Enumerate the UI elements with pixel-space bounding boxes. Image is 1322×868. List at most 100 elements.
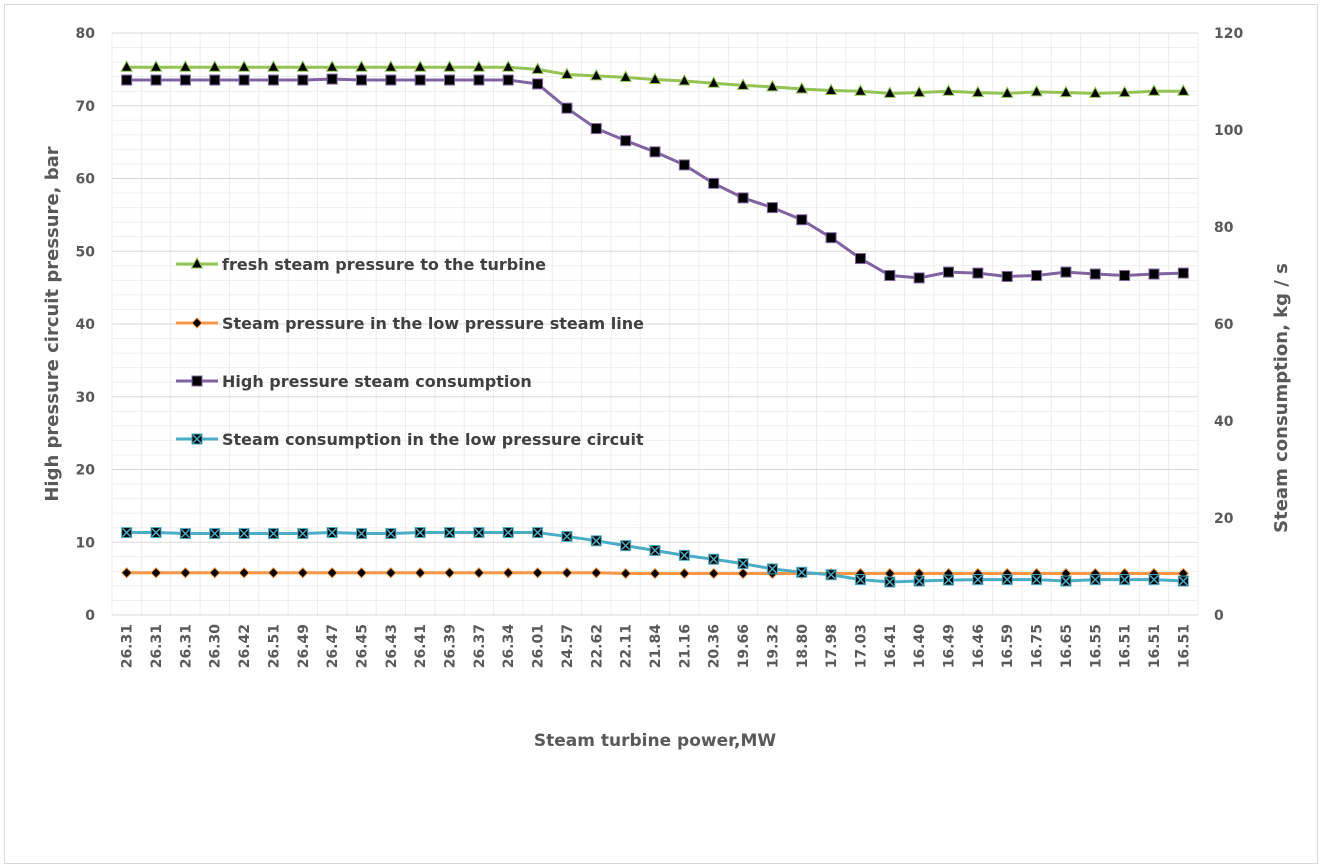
data-point xyxy=(1001,574,1013,586)
square-x-marker-cross xyxy=(885,577,895,587)
square-x-marker-cross xyxy=(327,528,337,538)
square-marker-shape xyxy=(179,74,191,86)
data-point xyxy=(238,567,250,579)
data-point xyxy=(150,567,162,579)
data-point xyxy=(473,527,485,539)
data-point xyxy=(179,567,192,579)
square-marker-shape xyxy=(620,135,632,147)
square-x-marker-cross xyxy=(1061,576,1071,586)
triangle-marker-shape xyxy=(531,62,544,74)
square-marker-shape xyxy=(678,159,690,171)
data-point xyxy=(825,232,837,244)
triangle-marker-shape xyxy=(237,60,251,72)
data-point xyxy=(237,60,251,72)
data-point xyxy=(1177,267,1189,279)
data-point xyxy=(884,270,896,281)
square-x-marker-cross xyxy=(826,570,836,580)
data-point xyxy=(121,74,133,86)
triangle-marker-shape xyxy=(1176,84,1190,96)
square-x-marker-cross xyxy=(709,554,719,564)
data-point xyxy=(179,528,191,540)
data-point xyxy=(355,60,368,72)
triangle-marker-shape xyxy=(795,81,809,94)
x-tick-label: 19.32 xyxy=(765,624,781,668)
data-point xyxy=(619,567,632,580)
data-point xyxy=(678,549,690,561)
y-axis-title: High pressure circuit pressure, bar xyxy=(42,146,63,501)
square-marker-shape xyxy=(502,74,514,86)
data-point xyxy=(854,253,866,265)
square-marker-shape xyxy=(1148,268,1160,280)
data-point xyxy=(179,74,191,86)
x-tick-label: 21.84 xyxy=(648,624,664,669)
triangle-marker-shape xyxy=(443,60,456,72)
data-point xyxy=(649,544,661,556)
y-tick-label: 20 xyxy=(76,463,96,479)
triangle-marker-shape xyxy=(912,85,926,98)
series-3 xyxy=(121,73,1189,284)
x-tick-label: 19.66 xyxy=(736,624,752,668)
x-tick-label: 16.49 xyxy=(942,624,958,668)
data-point xyxy=(355,528,367,540)
triangle-marker-shape xyxy=(678,73,691,86)
y2-tick-label: 80 xyxy=(1214,220,1234,236)
data-point xyxy=(326,567,338,579)
square-marker-shape xyxy=(766,202,778,214)
data-point xyxy=(708,553,720,565)
data-point xyxy=(590,567,603,579)
x-tick-label: 26.43 xyxy=(384,624,400,668)
data-point xyxy=(971,85,985,98)
data-point xyxy=(355,74,367,86)
data-point xyxy=(238,74,250,86)
x-tick-label: 16.51 xyxy=(1147,624,1163,668)
square-marker-shape xyxy=(267,74,279,86)
diamond-marker-shape xyxy=(473,567,485,579)
data-point xyxy=(414,527,426,539)
y-tick-label: 80 xyxy=(76,26,96,42)
square-x-marker-cross xyxy=(738,559,748,569)
y-tick-label: 10 xyxy=(76,535,96,551)
data-point xyxy=(502,567,514,579)
data-point xyxy=(678,567,691,580)
square-x-marker-cross xyxy=(914,576,924,586)
square-marker-shape xyxy=(532,78,544,90)
data-point xyxy=(120,567,133,579)
data-point xyxy=(443,567,456,579)
square-x-marker-cross xyxy=(591,536,601,546)
data-point xyxy=(1000,86,1014,98)
diamond-marker-shape xyxy=(267,567,280,579)
x-tick-label: 26.49 xyxy=(296,624,312,668)
x-tick-label: 16.59 xyxy=(1000,624,1016,668)
diamond-marker-shape xyxy=(297,567,309,579)
square-x-marker-cross xyxy=(210,528,220,539)
square-x-marker-cross xyxy=(973,575,983,585)
data-point xyxy=(943,266,955,278)
data-point xyxy=(649,146,661,158)
square-marker-shape xyxy=(737,192,749,204)
legend-marker xyxy=(191,433,203,445)
diamond-marker-shape xyxy=(385,567,397,579)
legend-item: fresh steam pressure to the turbine xyxy=(176,255,546,274)
triangle-marker-shape xyxy=(120,60,134,72)
data-point xyxy=(649,567,661,580)
x-tick-label: 18.80 xyxy=(795,624,811,669)
y2-tick-label: 120 xyxy=(1214,26,1243,42)
chart-frame xyxy=(4,4,1318,864)
data-point xyxy=(1060,266,1072,278)
square-x-marker-cross xyxy=(533,528,543,538)
triangle-marker-shape xyxy=(824,83,838,95)
square-x-marker-cross xyxy=(151,528,161,538)
y-tick-label: 50 xyxy=(76,244,96,260)
square-x-marker-cross xyxy=(445,528,455,538)
triangle-marker-shape xyxy=(942,84,955,96)
diamond-marker-shape xyxy=(120,567,133,579)
diamond-marker-shape xyxy=(326,567,338,579)
square-x-marker-cross xyxy=(356,528,367,539)
data-point xyxy=(385,74,397,86)
data-point xyxy=(766,79,779,92)
data-point xyxy=(413,60,427,72)
square-x-marker-cross xyxy=(621,541,631,551)
square-x-marker-cross xyxy=(1090,575,1100,585)
square-x-marker-cross xyxy=(474,528,484,538)
data-point xyxy=(1147,84,1161,96)
